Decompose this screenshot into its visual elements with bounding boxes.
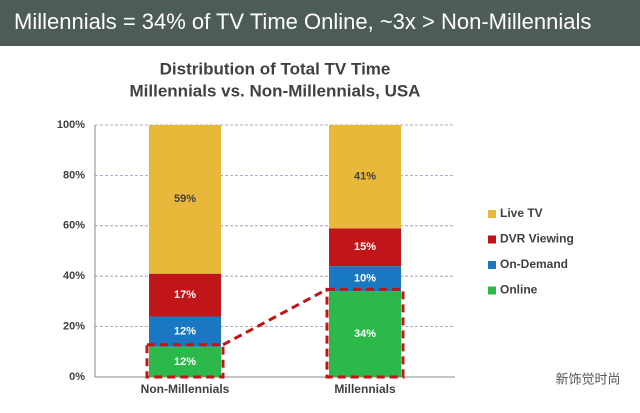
value-label: 12% [174, 356, 196, 368]
legend-label: DVR Viewing [500, 232, 574, 246]
header-bar [0, 0, 640, 46]
y-tick-label: 60% [63, 220, 85, 232]
header-title: Millennials = 34% of TV Time Online, ~3x… [14, 9, 591, 34]
bar-segment [149, 273, 221, 317]
legend-label: Online [500, 283, 538, 297]
value-label: 59% [174, 193, 196, 205]
watermark: 新饰觉时尚 [555, 371, 620, 386]
bar-segment [149, 346, 221, 377]
highlight-box [145, 343, 225, 379]
bar-segment [149, 316, 221, 347]
legend-swatch [488, 286, 496, 295]
y-tick-label: 40% [63, 270, 85, 282]
highlight-connector [222, 287, 328, 347]
chart-subtitle: Millennials vs. Non-Millennials, USA [130, 81, 421, 100]
value-label: 15% [354, 241, 376, 253]
bar-segment [329, 291, 401, 377]
bar-segment [329, 228, 401, 267]
value-label: 34% [354, 328, 376, 340]
bar-segment [149, 125, 221, 274]
y-tick-label: 100% [57, 119, 85, 131]
legend-swatch [488, 261, 496, 269]
legend-swatch [488, 235, 496, 244]
highlight-box [325, 287, 405, 379]
x-tick-label: Non-Millennials [141, 382, 230, 396]
value-label: 41% [354, 171, 376, 183]
legend-swatch [488, 210, 496, 218]
value-label: 12% [174, 326, 196, 338]
value-label: 17% [174, 289, 196, 301]
legend-label: On-Demand [500, 257, 568, 271]
value-label: 10% [354, 273, 376, 285]
bar-segment [329, 266, 401, 292]
bar-segment [329, 125, 401, 229]
legend-label: Live TV [500, 206, 543, 220]
y-tick-label: 0% [69, 371, 85, 383]
chart-title: Distribution of Total TV Time [160, 59, 391, 78]
x-tick-label: Millennials [334, 382, 396, 396]
y-tick-label: 80% [63, 169, 85, 181]
y-tick-label: 20% [63, 321, 85, 333]
